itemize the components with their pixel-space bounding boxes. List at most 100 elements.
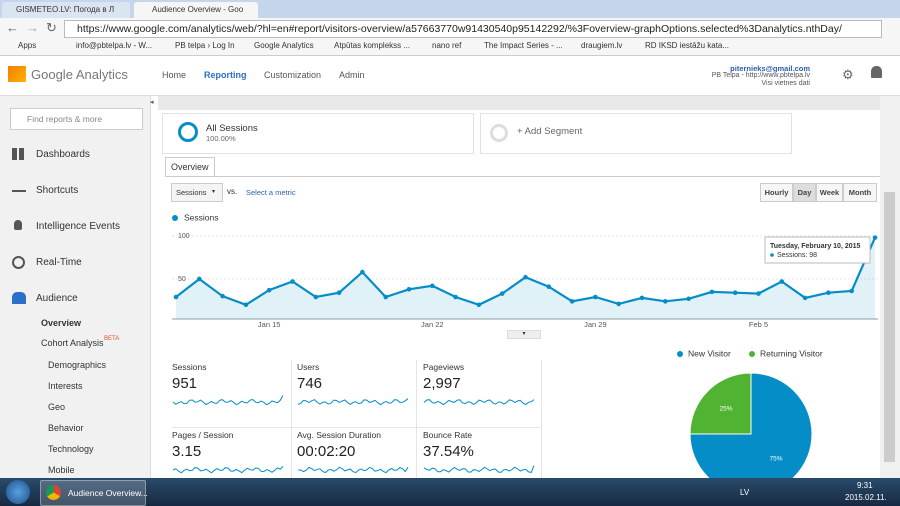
product-name: Google Analytics <box>31 67 128 82</box>
nav-subitem[interactable]: Mobile <box>48 465 75 475</box>
language[interactable]: LV <box>740 488 750 497</box>
pie-label: 25% <box>719 406 732 413</box>
granularity-button[interactable]: Week <box>816 183 843 202</box>
point <box>593 294 598 300</box>
point <box>220 293 225 299</box>
nav-subitem[interactable]: Cohort Analysis <box>41 338 104 348</box>
window-title: Audience Overview... <box>68 488 148 498</box>
settings-icon[interactable]: ⚙ <box>842 67 854 82</box>
legend-label: Returning Visitor <box>760 348 823 358</box>
forward-button[interactable]: → <box>26 20 39 35</box>
back-button[interactable]: ← <box>6 20 19 35</box>
sparkline <box>298 466 409 474</box>
date-band <box>158 96 880 110</box>
bookmark[interactable]: draugiem.lv <box>581 41 623 50</box>
reload-button[interactable]: ↻ <box>46 20 57 35</box>
select-metric[interactable]: Select a metric <box>246 188 296 197</box>
scrollbar[interactable] <box>880 96 900 478</box>
account-email[interactable]: piternieks@gmail.com <box>730 64 810 73</box>
search-box[interactable]: Find reports & more <box>10 108 143 130</box>
tab[interactable]: GISMETEO.LV: Погода в Л <box>2 2 130 18</box>
granularity-button[interactable]: Hourly <box>760 183 793 202</box>
nav-subitem[interactable]: Technology <box>48 444 94 454</box>
point <box>430 283 435 289</box>
nav-item[interactable]: Intelligence Events <box>36 221 120 232</box>
nav-item[interactable]: Real-Time <box>36 257 82 268</box>
nav-subitem[interactable]: Demographics <box>48 360 107 370</box>
point <box>709 289 715 295</box>
account-property[interactable]: PB Telpa - http://www.pbtelpa.lv <box>711 72 810 79</box>
overview-tab[interactable]: Overview <box>165 157 215 177</box>
add-segment-card[interactable] <box>480 113 792 154</box>
tab-active[interactable]: Audience Overview - Goo <box>134 2 258 18</box>
nav-item-open[interactable]: Audience <box>36 293 78 304</box>
nav-link[interactable]: Customization <box>264 70 322 80</box>
bookmark[interactable]: Apps <box>18 41 37 50</box>
granularity-button[interactable]: Month <box>843 183 877 202</box>
account-view[interactable]: Visi vietnes dati <box>761 80 810 87</box>
tooltip-text: Sessions: 98 <box>777 252 817 259</box>
collapse-arrow[interactable]: ◂ <box>150 99 154 106</box>
point <box>383 294 389 300</box>
url-box[interactable]: https://www.google.com/analytics/web/?hl… <box>64 20 882 38</box>
legend-marker <box>172 215 178 221</box>
bookmark[interactable]: nano ref <box>432 41 462 50</box>
search-placeholder: Find reports & more <box>27 114 103 124</box>
point <box>523 274 528 280</box>
nav-subitem[interactable]: Behavior <box>48 423 84 433</box>
taskbar-window[interactable]: Audience Overview... <box>40 480 148 506</box>
bookmark[interactable]: info@pbtelpa.lv - W... <box>76 41 153 50</box>
segment-card[interactable] <box>162 113 474 154</box>
legend-marker <box>749 351 755 357</box>
dashboards-icon <box>12 148 24 160</box>
point <box>872 235 878 240</box>
nav-link[interactable]: Admin <box>339 70 365 80</box>
nav-link[interactable]: Home <box>162 70 187 80</box>
tooltip-box <box>764 236 871 264</box>
tab-title: GISMETEO.LV: Погода в Л <box>16 5 115 14</box>
collapse-chart[interactable]: ▾ <box>507 330 541 339</box>
point <box>266 287 272 293</box>
divider <box>291 360 292 478</box>
point <box>406 286 412 292</box>
sparkline <box>297 398 409 406</box>
clock-time[interactable]: 9:31 <box>857 481 873 490</box>
sparkline <box>423 465 535 473</box>
point <box>336 290 342 296</box>
metric-value: 2,997 <box>423 375 461 392</box>
notifications-icon[interactable] <box>871 66 882 78</box>
sparkline <box>172 395 284 406</box>
nav-subitem[interactable]: Geo <box>48 402 66 412</box>
bookmark[interactable]: Google Analytics <box>254 41 314 50</box>
tab-title: Audience Overview - Goo <box>152 5 244 14</box>
segment-name: All Sessions <box>206 123 258 134</box>
x-tick-label: Jan 22 <box>421 320 444 329</box>
bookmark[interactable]: RD IKSD iestāžu kata... <box>645 41 730 50</box>
granularity-button[interactable]: Day <box>793 183 816 202</box>
point <box>290 279 295 284</box>
add-segment[interactable]: + Add Segment <box>517 126 583 137</box>
plot-area <box>172 222 878 319</box>
ga-logo-icon <box>8 66 26 82</box>
nav-item[interactable]: Dashboards <box>36 149 90 160</box>
metric-dropdown[interactable]: Sessions ▾ <box>171 183 223 202</box>
point <box>197 276 202 282</box>
divider <box>416 360 417 478</box>
x-tick-label: Jan 15 <box>258 320 281 329</box>
nav-link-active[interactable]: Reporting <box>204 70 247 80</box>
bookmark[interactable]: Atpūtas komplekss ... <box>334 41 411 50</box>
clock-date[interactable]: 2015.02.11. <box>845 493 887 502</box>
bookmark[interactable]: The Impact Series - ... <box>484 41 563 50</box>
nav-subitem[interactable]: Interests <box>48 381 83 391</box>
point <box>779 279 785 284</box>
bookmark[interactable]: PB telpa › Log In <box>175 41 235 50</box>
start-button[interactable] <box>6 480 30 504</box>
legend-marker <box>677 351 683 357</box>
audience-icon <box>12 292 26 304</box>
nav-item[interactable]: Shortcuts <box>36 185 79 196</box>
metric-value: 00:02:20 <box>297 443 356 460</box>
intelligence-icon <box>14 220 22 230</box>
sparkline <box>423 399 535 406</box>
scrollbar-thumb[interactable] <box>884 192 895 462</box>
nav-subitem-active[interactable]: Overview <box>41 318 82 328</box>
